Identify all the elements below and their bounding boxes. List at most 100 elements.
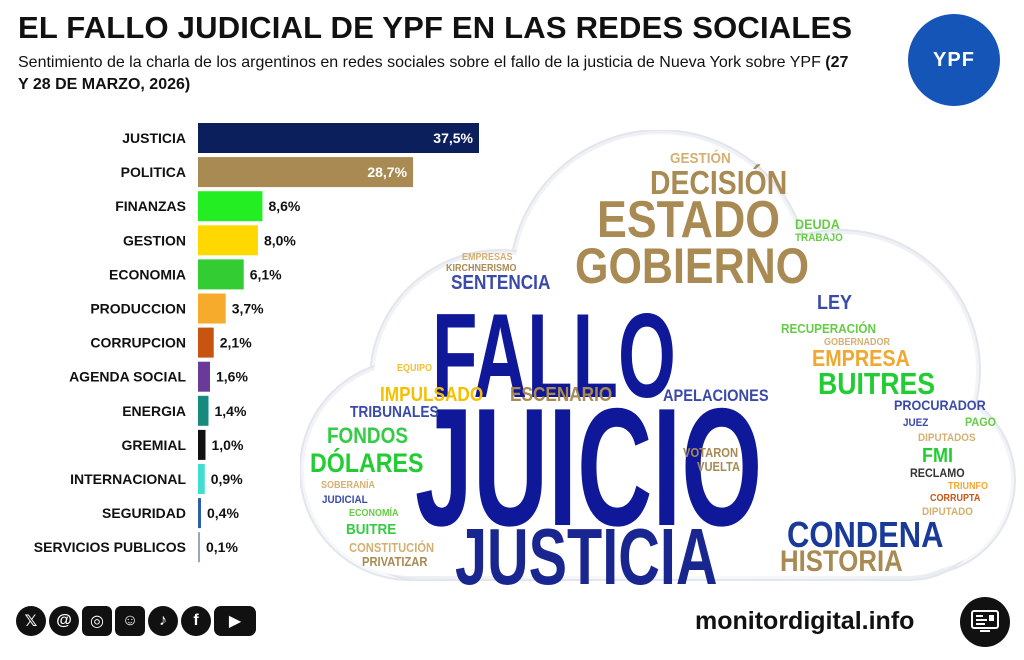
- threads-icon[interactable]: @: [49, 606, 79, 636]
- cloud-word-corrupta: CORRUPTA: [930, 493, 981, 504]
- cloud-word-estado: ESTADO: [597, 191, 781, 249]
- value-label-economia: 6,1%: [250, 266, 282, 282]
- logo-text: YPF: [933, 48, 975, 71]
- category-label-justicia: JUSTICIA: [122, 130, 186, 146]
- cloud-word-equipo: EQUIPO: [397, 363, 433, 374]
- category-label-produccion: PRODUCCION: [90, 301, 186, 317]
- cloud-word-sentencia: SENTENCIA: [451, 272, 551, 294]
- value-label-agenda-social: 1,6%: [216, 369, 248, 385]
- value-label-justicia: 37,5%: [433, 130, 473, 146]
- bar-finanzas: [198, 191, 263, 222]
- cloud-word-impulsado: IMPULSADO: [380, 384, 484, 406]
- category-label-gremial: GREMIAL: [121, 437, 186, 453]
- bar-agenda-social: [198, 361, 210, 392]
- category-label-energia: ENERGIA: [122, 403, 186, 419]
- cloud-word-soberania: SOBERANÍA: [321, 480, 376, 491]
- value-label-seguridad: 0,4%: [207, 505, 239, 521]
- tiktok-icon[interactable]: ♪: [148, 606, 178, 636]
- category-label-agenda-social: AGENDA SOCIAL: [69, 369, 186, 385]
- value-label-corrupcion: 2,1%: [220, 335, 252, 351]
- cloud-word-decision: DECISIÓN: [650, 164, 788, 201]
- cloud-word-vuelta: VUELTA: [697, 459, 741, 474]
- ypf-logo: YPF: [908, 14, 1000, 106]
- cloud-word-reclamo: RECLAMO: [910, 466, 965, 480]
- value-label-gestion: 8,0%: [264, 232, 296, 248]
- category-label-politica: POLITICA: [121, 164, 186, 180]
- category-label-corrupcion: CORRUPCION: [90, 335, 186, 351]
- x-icon[interactable]: 𝕏: [16, 606, 46, 636]
- cloud-word-juicio: JUICIO: [415, 373, 763, 561]
- cloud-word-gestion: GESTIÓN: [670, 150, 731, 167]
- bar-energia: [198, 395, 209, 426]
- bar-seguridad: [198, 498, 201, 529]
- category-label-finanzas: FINANZAS: [115, 198, 186, 214]
- category-label-servicios-publicos: SERVICIOS PUBLICOS: [34, 539, 186, 555]
- cloud-word-buitre: BUITRE: [346, 521, 397, 538]
- cloud-word-privatizar: PRIVATIZAR: [362, 554, 428, 569]
- cloud-word-dolares: DÓLARES: [310, 448, 424, 478]
- bar-internacional: [198, 464, 205, 494]
- cloud-word-juez: JUEZ: [903, 417, 929, 429]
- bar-justicia: [198, 123, 479, 153]
- cloud-word-trabajo: TRABAJO: [795, 232, 843, 244]
- cloud-word-historia: HISTORIA: [780, 545, 903, 578]
- value-label-politica: 28,7%: [367, 164, 407, 180]
- cloud-word-diputado: DIPUTADO: [922, 506, 973, 518]
- subtitle-text: Sentimiento de la charla de los argentin…: [18, 54, 821, 71]
- cloud-word-apelaciones: APELACIONES: [663, 386, 769, 405]
- reddit-icon[interactable]: ☺: [115, 606, 145, 636]
- category-label-internacional: INTERNACIONAL: [70, 471, 186, 487]
- cloud-word-deuda: DEUDA: [795, 216, 840, 232]
- cloud-word-gobierno: GOBIERNO: [575, 238, 810, 294]
- cloud-word-buitres: BUITRES: [818, 366, 936, 401]
- page-title: EL FALLO JUDICIAL DE YPF EN LAS REDES SO…: [18, 10, 853, 45]
- value-label-produccion: 3,7%: [232, 301, 264, 317]
- category-label-economia: ECONOMIA: [109, 266, 186, 282]
- cloud-word-justicia: JUSTICIA: [455, 512, 718, 601]
- bar-corrupcion: [198, 327, 214, 358]
- cloud-word-fallo: FALLO: [432, 289, 676, 423]
- cloud-word-gobernador: GOBERNADOR: [824, 337, 891, 348]
- cloud-word-kirchnerismo: KIRCHNERISMO: [446, 263, 517, 274]
- cloud-word-constitucion: CONSTITUCIÓN: [349, 540, 435, 555]
- cloud-word-tribunales: TRIBUNALES: [350, 404, 439, 421]
- cloud-word-fmi: FMI: [922, 445, 953, 467]
- cloud-shape: [300, 130, 1016, 581]
- bar-produccion: [198, 293, 226, 324]
- site-url[interactable]: monitordigital.info: [695, 607, 915, 635]
- subtitle-dates: (27 Y 28 DE MARZO, 2026): [18, 54, 849, 93]
- cloud-word-ley: LEY: [817, 292, 853, 314]
- bar-gestion: [198, 225, 258, 256]
- cloud-word-judicial: JUDICIAL: [322, 494, 368, 506]
- cloud-word-triunfo: TRIUNFO: [948, 481, 989, 492]
- cloud-word-condena: CONDENA: [787, 514, 944, 555]
- social-icons: 𝕏 @ ◎ ☺ ♪ f ▶: [16, 606, 256, 636]
- page-subtitle: Sentimiento de la charla de los argentin…: [18, 52, 858, 96]
- cloud-word-fondos: FONDOS: [327, 423, 408, 448]
- cloud-word-pago: PAGO: [965, 415, 997, 429]
- bar-gremial: [198, 429, 206, 460]
- cloud-word-procurador: PROCURADOR: [894, 397, 986, 413]
- cloud-word-escenario: ESCENARIO: [510, 384, 613, 406]
- bar-economia: [198, 259, 244, 290]
- value-label-gremial: 1,0%: [211, 437, 243, 453]
- category-label-gestion: GESTION: [123, 232, 186, 248]
- youtube-icon[interactable]: ▶: [214, 606, 256, 636]
- instagram-icon[interactable]: ◎: [82, 606, 112, 636]
- cloud-word-empresas: EMPRESAS: [462, 252, 513, 263]
- bar-servicios-publicos: [198, 532, 200, 563]
- cloud-word-economia: ECONOMÍA: [349, 508, 399, 519]
- cloud-word-diputados: DIPUTADOS: [918, 432, 976, 444]
- value-label-servicios-publicos: 0,1%: [206, 539, 238, 555]
- monitor-icon: [960, 597, 1010, 647]
- cloud-word-recuperacion: RECUPERACIÓN: [781, 321, 876, 336]
- value-label-finanzas: 8,6%: [268, 198, 300, 214]
- value-label-energia: 1,4%: [214, 403, 246, 419]
- bar-chart: JUSTICIA 37,5% POLITICA 28,7% FINANZAS 8,6% GE…: [34, 123, 479, 563]
- value-label-internacional: 0,9%: [211, 471, 243, 487]
- category-label-seguridad: SEGURIDAD: [102, 505, 186, 521]
- cloud-word-votaron: VOTARON: [683, 445, 739, 460]
- cloud-word-empresa: EMPRESA: [812, 345, 910, 371]
- facebook-icon[interactable]: f: [181, 606, 211, 636]
- bar-politica: [198, 157, 414, 188]
